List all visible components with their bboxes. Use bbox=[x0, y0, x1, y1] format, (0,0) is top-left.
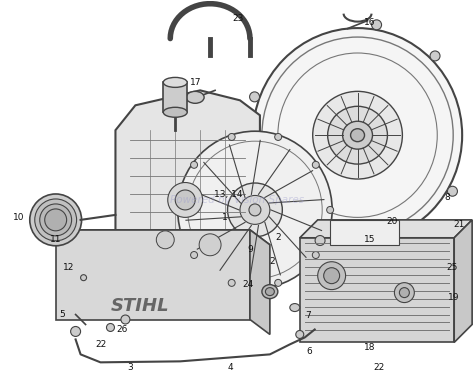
Ellipse shape bbox=[351, 129, 365, 142]
Ellipse shape bbox=[262, 285, 278, 298]
Text: 23: 23 bbox=[232, 14, 244, 23]
Ellipse shape bbox=[45, 209, 67, 231]
Ellipse shape bbox=[249, 204, 261, 216]
Text: 17: 17 bbox=[191, 78, 202, 87]
Text: 9: 9 bbox=[247, 245, 253, 254]
Ellipse shape bbox=[296, 331, 304, 338]
Ellipse shape bbox=[324, 268, 339, 283]
Text: 10: 10 bbox=[13, 214, 25, 223]
Ellipse shape bbox=[372, 20, 382, 30]
Text: 2: 2 bbox=[275, 233, 281, 242]
Text: 11: 11 bbox=[50, 235, 62, 244]
Ellipse shape bbox=[313, 91, 402, 179]
Text: 4: 4 bbox=[227, 363, 233, 372]
Ellipse shape bbox=[265, 288, 274, 295]
Ellipse shape bbox=[253, 28, 462, 242]
Ellipse shape bbox=[71, 327, 81, 337]
Polygon shape bbox=[55, 230, 270, 245]
Text: 5: 5 bbox=[60, 310, 65, 319]
Text: 22: 22 bbox=[95, 340, 106, 349]
Ellipse shape bbox=[40, 204, 72, 236]
Ellipse shape bbox=[290, 304, 300, 312]
Ellipse shape bbox=[35, 199, 77, 241]
Ellipse shape bbox=[250, 92, 260, 102]
Ellipse shape bbox=[312, 252, 319, 258]
Ellipse shape bbox=[186, 91, 204, 103]
Ellipse shape bbox=[191, 252, 198, 258]
Ellipse shape bbox=[191, 161, 198, 168]
Ellipse shape bbox=[240, 196, 270, 224]
Ellipse shape bbox=[199, 234, 221, 256]
Bar bbox=[329, 220, 400, 245]
Text: 21: 21 bbox=[454, 220, 465, 229]
Text: 15: 15 bbox=[364, 235, 375, 244]
Ellipse shape bbox=[163, 107, 187, 117]
Ellipse shape bbox=[121, 315, 130, 324]
Text: 25: 25 bbox=[447, 263, 458, 272]
Text: 6: 6 bbox=[307, 347, 313, 356]
Polygon shape bbox=[116, 91, 260, 310]
Ellipse shape bbox=[400, 288, 410, 298]
Ellipse shape bbox=[228, 134, 235, 141]
Text: 13, 14: 13, 14 bbox=[214, 190, 242, 199]
Ellipse shape bbox=[228, 183, 283, 237]
Text: Powered by Vision Spares: Powered by Vision Spares bbox=[170, 195, 304, 205]
Ellipse shape bbox=[275, 279, 282, 286]
Ellipse shape bbox=[176, 206, 183, 214]
Ellipse shape bbox=[447, 186, 457, 196]
Text: 16: 16 bbox=[364, 18, 375, 27]
Text: 18: 18 bbox=[364, 343, 375, 352]
Text: 26: 26 bbox=[117, 325, 128, 334]
Ellipse shape bbox=[315, 236, 325, 245]
Text: 3: 3 bbox=[128, 363, 133, 372]
Text: 12: 12 bbox=[63, 263, 74, 272]
Polygon shape bbox=[250, 230, 270, 334]
Bar bbox=[163, 82, 187, 112]
Text: 8: 8 bbox=[444, 193, 450, 202]
Ellipse shape bbox=[178, 131, 332, 289]
Polygon shape bbox=[55, 230, 250, 319]
Ellipse shape bbox=[107, 324, 114, 331]
Text: 1: 1 bbox=[222, 214, 228, 223]
Text: 2: 2 bbox=[269, 257, 274, 266]
Ellipse shape bbox=[81, 275, 87, 280]
Text: 20: 20 bbox=[387, 217, 398, 226]
Text: 19: 19 bbox=[448, 293, 460, 302]
Ellipse shape bbox=[30, 194, 82, 246]
Text: 24: 24 bbox=[242, 280, 254, 289]
Ellipse shape bbox=[168, 183, 202, 217]
Bar bbox=[300, 238, 454, 343]
Ellipse shape bbox=[275, 134, 282, 141]
Polygon shape bbox=[454, 220, 472, 343]
Ellipse shape bbox=[175, 190, 195, 210]
Ellipse shape bbox=[312, 161, 319, 168]
Ellipse shape bbox=[394, 283, 414, 303]
Polygon shape bbox=[300, 220, 472, 238]
Ellipse shape bbox=[343, 121, 373, 149]
Ellipse shape bbox=[430, 51, 440, 61]
Ellipse shape bbox=[156, 231, 174, 249]
Text: STIHL: STIHL bbox=[111, 297, 170, 315]
Ellipse shape bbox=[318, 262, 346, 289]
Ellipse shape bbox=[328, 106, 387, 164]
Ellipse shape bbox=[163, 77, 187, 88]
Ellipse shape bbox=[327, 206, 334, 214]
Ellipse shape bbox=[228, 279, 235, 286]
Text: 7: 7 bbox=[305, 311, 310, 320]
Text: 22: 22 bbox=[374, 363, 385, 372]
